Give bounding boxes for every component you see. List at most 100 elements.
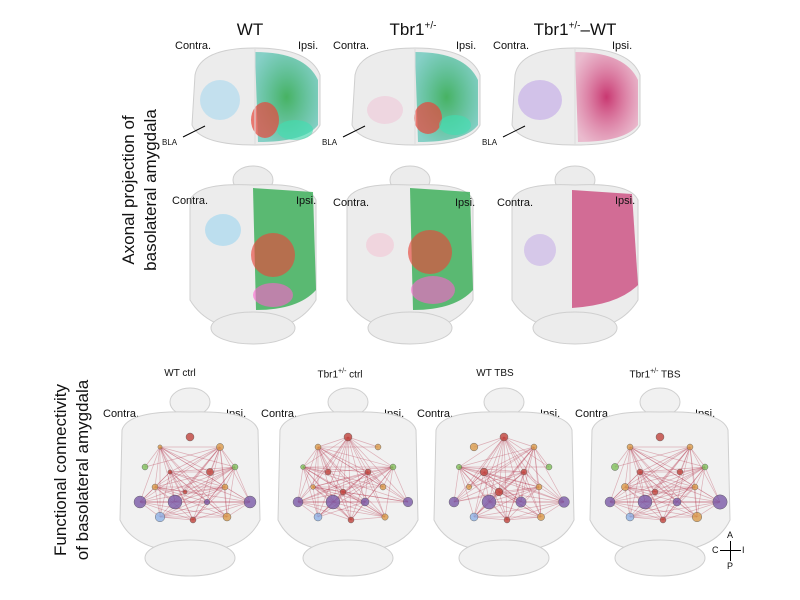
bla-pointer-tbr1 [343, 124, 368, 139]
contra-label-wt: Contra. [175, 40, 211, 52]
bla-label-diff: BLA [482, 138, 497, 147]
network-node [314, 513, 322, 521]
network-node [470, 443, 478, 451]
network-node [315, 444, 321, 450]
network-node [204, 499, 210, 505]
orientation-compass: A P C I [712, 532, 752, 572]
network-node [168, 495, 182, 509]
network-node [190, 517, 196, 523]
contra-label-diff: Contra. [493, 40, 529, 52]
network-node [692, 512, 702, 522]
network-node [504, 517, 510, 523]
top-row-label: Axonal projection of basolateral amygdal… [118, 70, 162, 310]
compass-anterior: A [727, 530, 733, 540]
network-node [390, 464, 396, 470]
dorsal-brain-wt [178, 160, 328, 350]
network-node [466, 484, 471, 489]
brain-cerebellum-outline [145, 540, 235, 576]
network-node [537, 513, 544, 520]
network-node [638, 495, 652, 509]
network-node [223, 513, 231, 521]
network-node [365, 469, 371, 475]
contra-label-wt-dorsal: Contra. [172, 195, 208, 207]
network-node [449, 497, 459, 507]
ipsi-label-diff: Ipsi. [612, 40, 632, 52]
network-node [382, 514, 388, 520]
network-node [142, 464, 148, 470]
top-row-label-line1: Axonal projection of [118, 70, 140, 310]
network-node [652, 489, 658, 495]
network-node [134, 496, 146, 508]
ipsi-label-wt-dorsal: Ipsi. [296, 195, 316, 207]
network-node [495, 488, 503, 496]
brain-cerebellum-outline [303, 540, 393, 576]
ipsi-label-tbr1: Ipsi. [456, 40, 476, 52]
network-node [677, 469, 683, 475]
network-node [155, 512, 165, 522]
network-node [375, 444, 381, 450]
network-node [687, 444, 693, 450]
network-node [611, 463, 618, 470]
network-node [301, 465, 306, 470]
network-node [627, 444, 633, 450]
network-brain-wt-tbs [424, 380, 584, 585]
network-node [500, 433, 508, 441]
network-node [293, 497, 303, 507]
network-node [183, 490, 187, 494]
column-title-wt: WT [180, 20, 320, 40]
compass-posterior: P [727, 561, 733, 571]
network-node [232, 464, 238, 470]
bottom-row-label-line2: of basolateral amygdala [72, 360, 94, 580]
network-brain-tbr1-ctrl [268, 380, 428, 585]
panel-title-wt-tbs: WT TBS [435, 368, 555, 379]
network-node [621, 483, 628, 490]
network-node [536, 484, 542, 490]
network-node [637, 469, 643, 475]
network-node [656, 433, 664, 441]
bottom-row-label-line1: Functional connectivity [50, 360, 72, 580]
top-row-label-line2: basolateral amygdala [140, 70, 162, 310]
network-node [152, 484, 158, 490]
network-node [380, 484, 386, 490]
network-node [531, 444, 537, 450]
network-node [326, 495, 340, 509]
panel-title-tbr1-tbs: Tbr1+/- TBS [595, 368, 715, 380]
network-node [516, 497, 526, 507]
network-node [470, 513, 478, 521]
network-node [168, 470, 172, 474]
network-node [692, 484, 698, 490]
bottom-row-label: Functional connectivity of basolateral a… [50, 360, 94, 580]
compass-ipsi: I [742, 545, 745, 555]
network-node [186, 433, 194, 441]
brain-cerebellum-outline [615, 540, 705, 576]
column-title-diff: Tbr1+/-–WT [505, 20, 645, 40]
network-node [713, 495, 727, 509]
bla-pointer-diff [503, 124, 528, 139]
panel-title-tbr1-ctrl: Tbr1+/- ctrl [280, 368, 400, 380]
bla-pointer-wt [183, 124, 208, 139]
network-node [158, 445, 162, 449]
network-node [222, 484, 228, 490]
brain-cerebellum-outline [459, 540, 549, 576]
bla-label-wt: BLA [162, 138, 177, 147]
compass-cross-v [730, 541, 731, 561]
network-node [325, 469, 331, 475]
compass-cross-h [720, 550, 741, 551]
ipsi-label-wt: Ipsi. [298, 40, 318, 52]
column-title-tbr1: Tbr1+/- [343, 20, 483, 40]
network-node [216, 443, 223, 450]
contra-label-tbr1-dorsal: Contra. [333, 197, 369, 209]
network-node [480, 468, 488, 476]
network-node [660, 517, 666, 523]
panel-title-wt-ctrl: WT ctrl [120, 368, 240, 379]
network-node [311, 485, 316, 490]
network-node [244, 496, 256, 508]
bla-label-tbr1: BLA [322, 138, 337, 147]
network-node [673, 498, 681, 506]
network-node [559, 497, 570, 508]
contra-label-tbr1: Contra. [333, 40, 369, 52]
compass-contra: C [712, 545, 719, 555]
dorsal-brain-tbr1 [335, 160, 485, 350]
network-node [546, 464, 552, 470]
network-node [348, 517, 354, 523]
